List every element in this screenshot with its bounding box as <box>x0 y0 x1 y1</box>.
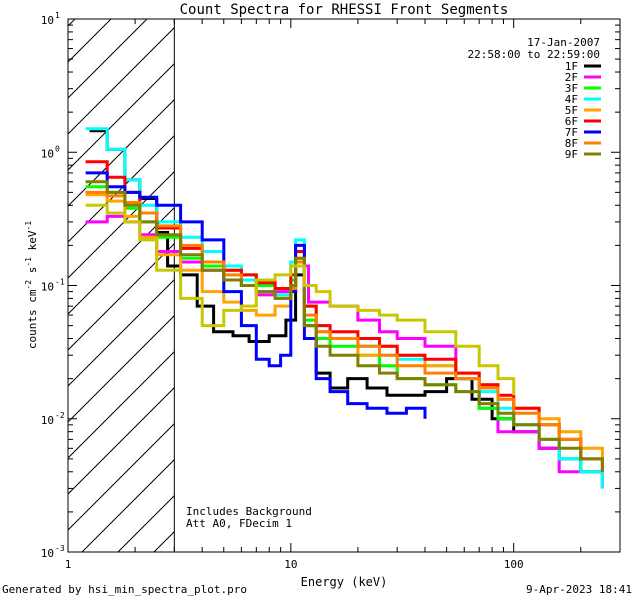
chart-title: Count Spectra for RHESSI Front Segments <box>180 2 509 18</box>
hatch-line <box>81 458 175 552</box>
hatch-line <box>68 206 175 315</box>
x-tick-label: 1 <box>65 558 72 571</box>
x-axis-label: Energy (keV) <box>301 575 388 589</box>
y-tick-label: 10 <box>41 14 54 27</box>
legend-label-8F: 8F <box>565 137 578 150</box>
hatch-line <box>68 98 175 207</box>
y-tick-label: 10 <box>41 547 54 560</box>
series-line-8F <box>85 190 604 472</box>
y-tick-label: 10 <box>41 281 54 294</box>
series-line-yellow <box>85 203 516 396</box>
y-tick-exponent: 1 <box>55 11 60 20</box>
y-axis-label: counts cm-2 s-1 keV-1 <box>24 221 39 349</box>
hatch-line <box>68 26 175 135</box>
footer-generator-text: Generated by hsi_min_spectra_plot.pro <box>2 583 248 596</box>
hatch-line <box>0 19 39 552</box>
series-line-7F <box>85 171 427 419</box>
legend-label-4F: 4F <box>565 93 578 106</box>
plot-frame <box>67 18 621 553</box>
y-tick-label: 10 <box>41 147 54 160</box>
legend-label-5F: 5F <box>565 104 578 117</box>
y-tick-exponent: 0 <box>55 144 60 153</box>
hatch-line <box>68 278 175 387</box>
legend-label-7F: 7F <box>565 126 578 139</box>
series-line-2F <box>85 214 604 489</box>
series-line-9F <box>85 180 604 472</box>
hatch-line <box>68 422 175 531</box>
hatch-line <box>442 19 640 552</box>
hatch-line <box>622 19 640 552</box>
annotation-background: Includes Background <box>186 505 312 518</box>
legend-label-3F: 3F <box>565 82 578 95</box>
hatch-line <box>406 19 640 552</box>
date-label: 17-Jan-2007 <box>527 36 600 49</box>
footer-timestamp: 9-Apr-2023 18:41 <box>526 583 632 596</box>
y-tick-exponent: -2 <box>55 411 65 420</box>
y-tick-exponent: -1 <box>55 278 65 287</box>
y-tick-label: 10 <box>41 414 54 427</box>
hatch-line <box>0 19 3 552</box>
time-range-label: 22:58:00 to 22:59:00 <box>468 48 600 61</box>
legend-label-1F: 1F <box>565 60 578 73</box>
axes-ticks <box>67 19 621 553</box>
legend-label-2F: 2F <box>565 71 578 84</box>
x-tick-labels: 1 10 100 <box>65 558 524 571</box>
x-tick-label: 10 <box>284 558 297 571</box>
annotation-attenuator: Att A0, FDecim 1 <box>186 517 292 530</box>
series-line-1F <box>89 129 604 489</box>
y-tick-exponent: -3 <box>55 544 65 553</box>
hatch-line <box>68 242 175 351</box>
series-group <box>85 127 604 489</box>
series-line-3F <box>85 185 603 474</box>
hatch-line <box>68 386 175 495</box>
hatched-region <box>0 19 640 552</box>
x-tick-label: 100 <box>504 558 524 571</box>
hatch-line <box>68 62 175 171</box>
legend-label-9F: 9F <box>565 148 578 161</box>
legend-label-6F: 6F <box>565 115 578 128</box>
